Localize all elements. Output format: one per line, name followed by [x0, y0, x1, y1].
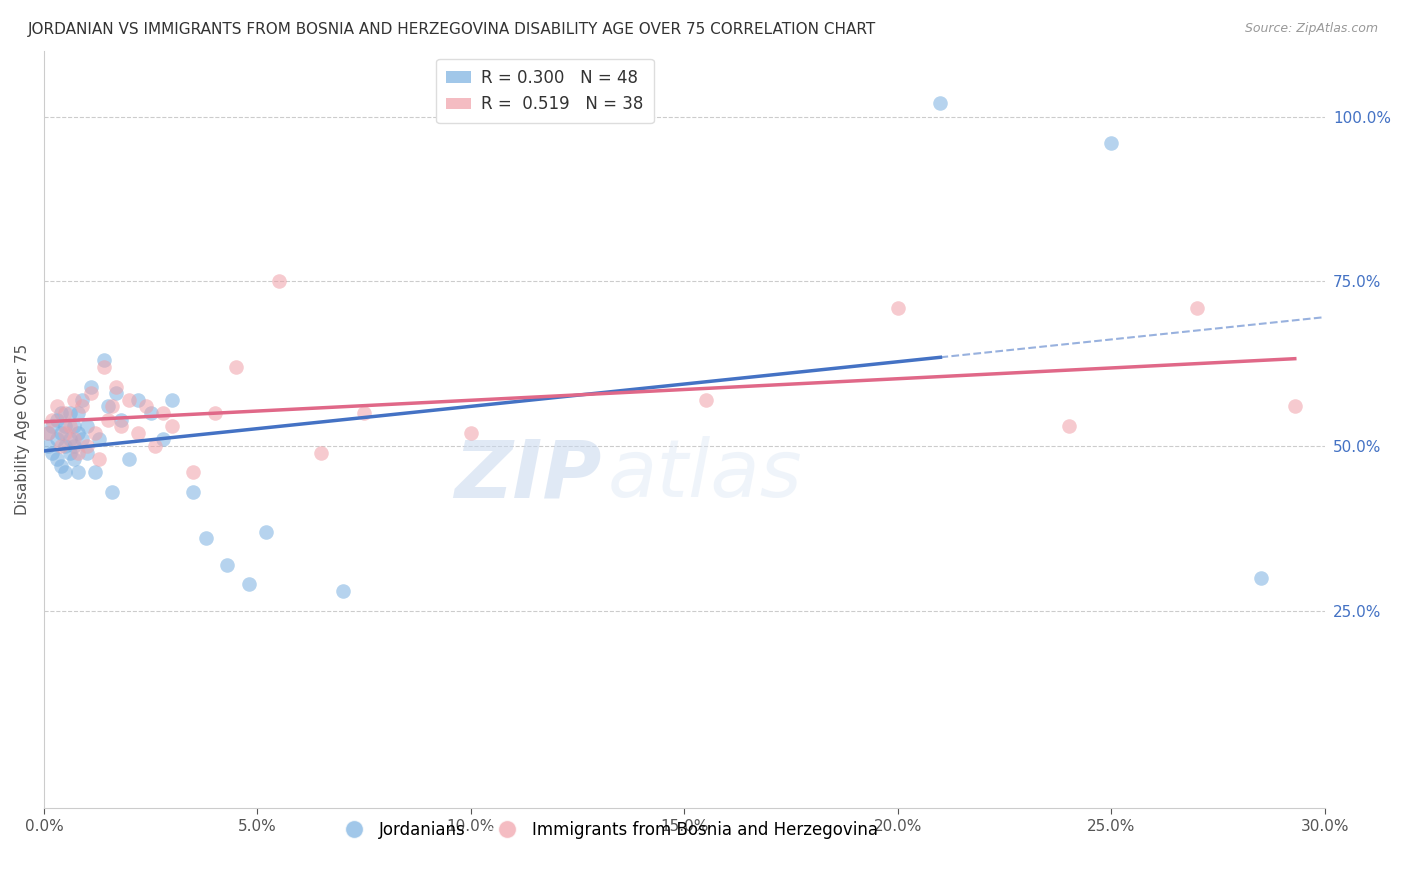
Point — [37, 439, 59, 453]
Point — [58, 419, 80, 434]
Point — [238, 577, 260, 591]
Point — [41, 419, 63, 434]
Point — [89, 433, 111, 447]
Point — [37, 425, 59, 440]
Point — [62, 439, 84, 453]
Point — [1284, 400, 1306, 414]
Point — [160, 392, 183, 407]
Point — [80, 386, 103, 401]
Point — [37, 425, 59, 440]
Point — [204, 406, 226, 420]
Point — [53, 439, 76, 453]
Point — [101, 485, 124, 500]
Point — [97, 400, 120, 414]
Point — [311, 445, 333, 459]
Point — [76, 445, 98, 459]
Point — [695, 392, 717, 407]
Point — [195, 531, 218, 545]
Point — [58, 445, 80, 459]
Point — [332, 584, 354, 599]
Point — [67, 466, 90, 480]
Point — [139, 406, 162, 420]
Point — [58, 433, 80, 447]
Point — [49, 439, 72, 453]
Point — [53, 466, 76, 480]
Point — [45, 452, 67, 467]
Point — [97, 412, 120, 426]
Point — [152, 433, 174, 447]
Point — [45, 412, 67, 426]
Point — [76, 419, 98, 434]
Point — [143, 439, 166, 453]
Point — [89, 452, 111, 467]
Point — [135, 400, 157, 414]
Point — [118, 452, 141, 467]
Point — [254, 524, 277, 539]
Point — [58, 406, 80, 420]
Text: JORDANIAN VS IMMIGRANTS FROM BOSNIA AND HERZEGOVINA DISABILITY AGE OVER 75 CORRE: JORDANIAN VS IMMIGRANTS FROM BOSNIA AND … — [28, 22, 876, 37]
Point — [62, 419, 84, 434]
Point — [84, 425, 107, 440]
Point — [110, 419, 132, 434]
Point — [41, 445, 63, 459]
Point — [84, 466, 107, 480]
Point — [76, 439, 98, 453]
Text: ZIP: ZIP — [454, 436, 600, 514]
Point — [80, 380, 103, 394]
Point — [217, 558, 239, 572]
Point — [53, 419, 76, 434]
Y-axis label: Disability Age Over 75: Disability Age Over 75 — [15, 344, 30, 516]
Point — [49, 406, 72, 420]
Point — [45, 433, 67, 447]
Text: atlas: atlas — [607, 436, 803, 514]
Point — [62, 452, 84, 467]
Point — [127, 425, 149, 440]
Point — [53, 425, 76, 440]
Point — [105, 386, 128, 401]
Point — [460, 425, 482, 440]
Point — [1099, 136, 1122, 150]
Point — [93, 359, 115, 374]
Point — [101, 400, 124, 414]
Point — [67, 425, 90, 440]
Point — [93, 353, 115, 368]
Point — [127, 392, 149, 407]
Text: Source: ZipAtlas.com: Source: ZipAtlas.com — [1244, 22, 1378, 36]
Point — [118, 392, 141, 407]
Point — [353, 406, 375, 420]
Point — [152, 406, 174, 420]
Point — [41, 412, 63, 426]
Point — [62, 392, 84, 407]
Point — [67, 445, 90, 459]
Point — [1250, 571, 1272, 585]
Point — [72, 433, 94, 447]
Point — [110, 412, 132, 426]
Point — [67, 406, 90, 420]
Point — [49, 458, 72, 473]
Point — [49, 425, 72, 440]
Point — [929, 96, 952, 111]
Legend: Jordanians, Immigrants from Bosnia and Herzegovina: Jordanians, Immigrants from Bosnia and H… — [330, 814, 884, 846]
Point — [62, 433, 84, 447]
Point — [72, 392, 94, 407]
Point — [160, 419, 183, 434]
Point — [887, 301, 910, 315]
Point — [53, 406, 76, 420]
Point — [267, 274, 290, 288]
Point — [1185, 301, 1208, 315]
Point — [105, 380, 128, 394]
Point — [45, 400, 67, 414]
Point — [225, 359, 247, 374]
Point — [1057, 419, 1080, 434]
Point — [72, 400, 94, 414]
Point — [181, 466, 204, 480]
Point — [181, 485, 204, 500]
